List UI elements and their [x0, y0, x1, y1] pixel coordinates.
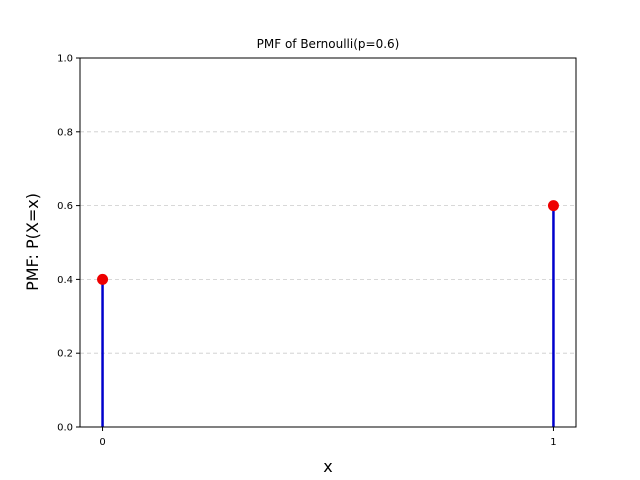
plot-frame	[79, 57, 577, 428]
chart-title: PMF of Bernoulli(p=0.6)	[257, 37, 400, 51]
x-tick-label: 1	[550, 437, 556, 448]
x-tick-label: 0	[99, 437, 105, 448]
y-tick-label: 0.2	[57, 349, 73, 360]
y-tick-label: 0.4	[57, 275, 73, 286]
x-axis-label: x	[323, 457, 332, 476]
stem-marker	[547, 200, 559, 212]
y-ticks: 0.0 0.2 0.4 0.6 0.8 1.0	[57, 54, 80, 434]
y-tick-label: 1.0	[57, 54, 73, 65]
y-axis-label: PMF: P(X=x)	[23, 193, 42, 291]
y-tick-label: 0.8	[57, 127, 73, 138]
y-tick-label: 0.6	[57, 201, 73, 212]
y-tick-label: 0.0	[57, 423, 73, 434]
stems	[97, 200, 559, 427]
stem-marker	[97, 273, 109, 285]
grid-lines	[80, 131, 576, 354]
